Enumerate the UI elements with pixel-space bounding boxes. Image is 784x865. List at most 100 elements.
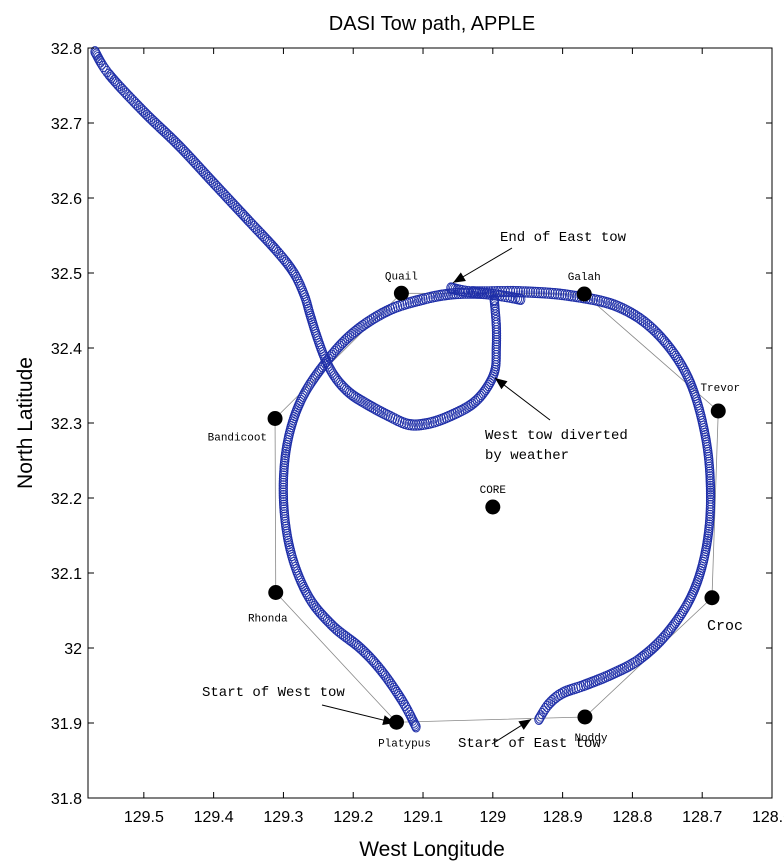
y-tick-label: 32.3 [51,416,82,433]
track-point-east-tow [530,286,541,299]
track-point-approach [242,213,252,225]
track-point-east-tow [631,310,641,322]
chart-title: DASI Tow path, APPLE [329,13,535,35]
station-label-galah: Galah [568,272,601,284]
station-marker-rhonda [268,585,284,600]
track-point-approach [121,87,131,99]
track-point-west-tow [303,589,313,602]
track-point-west-tow [376,664,386,677]
track-point-east-tow [547,287,558,300]
track-point-east-tow [540,703,550,715]
track-point-west-tow [451,287,461,300]
track-point-west-tow [443,288,454,300]
track-point-east-tow [705,494,716,507]
x-tick-label: 129.2 [333,809,373,826]
track-point-approach [126,93,137,105]
y-tick-label: 32.4 [51,341,82,358]
station-markers: Quail Galah Trevor Bandicoot CORE Rhonda Croc P… [208,271,743,750]
station-marker-bandicoot [267,411,283,426]
track-point-east-tow [562,289,572,301]
annotation-arrow-line [321,704,396,724]
track-point-east-tow [555,288,565,300]
annotation-arrow-head [494,378,508,390]
y-tick-label: 32.1 [51,566,82,583]
track-point-approach [251,222,261,234]
track-point-approach [123,89,133,101]
track-point-west-tow [368,312,379,325]
x-tick-label: 129.4 [194,809,234,826]
track-point-west-tow [469,287,480,299]
x-tick-label: 128.7 [682,809,722,826]
track-point-east-tow [542,287,553,299]
track-point-west-tow [481,288,492,300]
track-point-west-tow [463,287,473,299]
track-point-west-tow [453,287,463,300]
y-tick-label: 31.9 [51,716,82,733]
track-point-east-tow [533,286,543,299]
x-tick-label: 128.8 [612,809,652,826]
station-label-quail: Quail [385,271,418,283]
y-axis-label: North Latitude [14,357,37,489]
x-tick-label: 129.1 [403,809,443,826]
track-point-west-tow [502,291,513,303]
station-label-rhonda: Rhonda [248,614,288,626]
track-point-approach [92,50,102,62]
track-point-west-tow [455,287,466,299]
track-point-west-tow [320,357,330,369]
station-label-trevor: Trevor [700,383,740,395]
track-point-east-tow [523,286,533,298]
station-marker-quail [393,285,409,301]
x-axis-ticks: 129.5 129.4 129.3 129.2 129.1 129 128.9 128.8 12… [124,48,784,826]
track-point-east-tow [528,286,538,298]
track-point-east-tow [560,289,570,301]
track-point-west-tow [446,288,456,300]
track-point-west-tow [460,287,470,299]
annotation-arrows [321,247,551,745]
station-label-noddy: Noddy [574,733,607,745]
track-point-east-tow [657,633,667,645]
track-point-east-tow [520,286,531,298]
station-marker-trevor [710,403,726,419]
track-point-west-tow [479,287,489,300]
track-point-east-tow [557,288,567,301]
track-point-approach [273,246,283,259]
annotation-arrow-head [518,719,532,730]
track-point-approach [117,83,128,96]
y-axis-ticks: 31.8 31.9 32 32.1 32.2 32.3 32.4 32.5 32.6 32.7 32… [51,41,772,808]
track-point-approach [411,419,421,431]
y-tick-label: 32.6 [51,191,82,208]
annotation-start-of-east-tow: Start of East tow [458,736,601,752]
track-point-west-tow [448,288,458,300]
station-marker-croc [704,590,720,606]
track-point-approach [270,243,280,255]
track-point-west-tow [323,353,334,365]
track-point-east-tow [542,700,552,712]
track-point-approach [247,218,257,231]
track-point-east-tow [535,286,545,299]
track-point-west-tow [474,287,484,299]
x-tick-label: 128.9 [543,809,583,826]
track-point-east-tow [564,289,575,302]
x-axis-label: West Longitude [359,838,505,861]
track-point-east-tow [525,286,536,298]
track-point-approach [483,379,493,392]
track-point-approach [275,249,285,261]
annotation-by-weather: by weather [485,448,569,464]
track-point-approach [326,364,336,376]
track-point-approach [406,419,417,431]
track-point-east-tow [655,634,666,647]
track-point-approach [413,419,424,431]
track-point-approach [409,419,419,431]
track-point-east-tow [513,286,523,298]
station-marker-noddy [577,709,593,725]
track-point-east-tow [516,286,526,298]
x-tick-label: 129 [479,809,506,826]
y-tick-label: 32.5 [51,266,82,283]
y-tick-label: 32.8 [51,41,82,58]
track-point-east-tow [545,287,555,299]
station-label-bandicoot: Bandicoot [208,433,267,445]
track-markers [90,46,716,733]
track-point-west-tow [467,287,478,299]
track-point-east-tow [534,713,544,725]
track-point-approach [340,382,350,395]
